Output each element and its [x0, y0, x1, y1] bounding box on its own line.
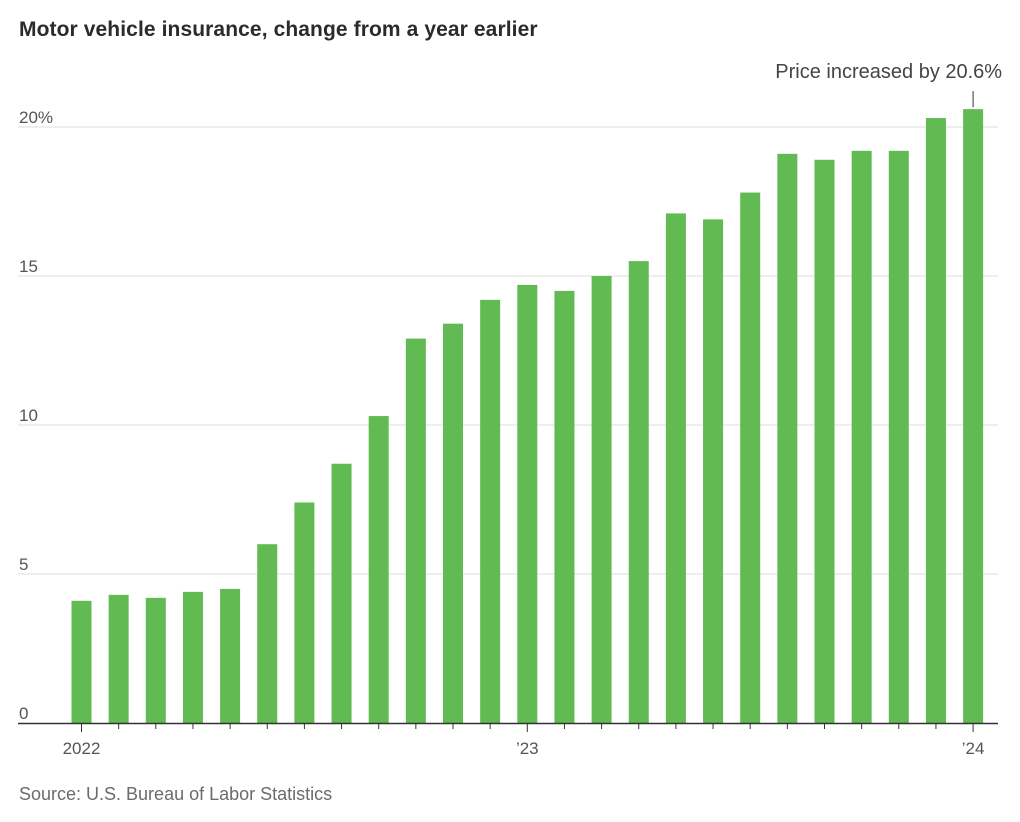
- bar: [591, 276, 612, 723]
- y-tick-label: 15: [19, 257, 38, 276]
- bar: [294, 502, 315, 723]
- bar: [405, 338, 426, 723]
- bar: [257, 544, 278, 723]
- bar: [665, 213, 686, 724]
- bar: [851, 150, 872, 724]
- bar: [220, 588, 241, 723]
- bar: [554, 290, 575, 723]
- bar: [963, 109, 984, 724]
- bar: [368, 416, 389, 723]
- y-tick-labels: 0 5 10 15 20%: [19, 108, 53, 723]
- y-tick-label: 10: [19, 406, 38, 425]
- bar: [703, 219, 724, 723]
- bar: [814, 159, 835, 723]
- bar: [925, 118, 946, 723]
- bar: [182, 591, 203, 723]
- y-tick-label: 5: [19, 555, 28, 574]
- y-tick-label: 20%: [19, 108, 53, 127]
- x-tick-label: ’23: [516, 739, 539, 758]
- bar: [517, 284, 538, 723]
- gridlines: [18, 126, 998, 575]
- annotation-label: Price increased by 20.6%: [775, 61, 1002, 83]
- source-note: Source: U.S. Bureau of Labor Statistics: [19, 784, 333, 804]
- bar: [331, 463, 352, 723]
- bar: [71, 600, 92, 723]
- bar: [777, 153, 798, 723]
- bar: [740, 192, 761, 723]
- bar: [888, 150, 909, 724]
- annotations: Price increased by 20.6%: [775, 61, 1002, 108]
- bar: [108, 594, 129, 723]
- bar: [628, 261, 649, 723]
- bar: [443, 323, 463, 723]
- bars: [71, 109, 984, 724]
- y-tick-label: 0: [19, 704, 28, 723]
- chart-title: Motor vehicle insurance, change from a y…: [19, 18, 538, 41]
- x-axis: 2022 ’23 ’24: [18, 722, 998, 758]
- x-tick-label: ’24: [962, 739, 985, 758]
- x-tick-label: 2022: [63, 739, 101, 758]
- bar: [480, 299, 501, 723]
- bar: [145, 597, 166, 723]
